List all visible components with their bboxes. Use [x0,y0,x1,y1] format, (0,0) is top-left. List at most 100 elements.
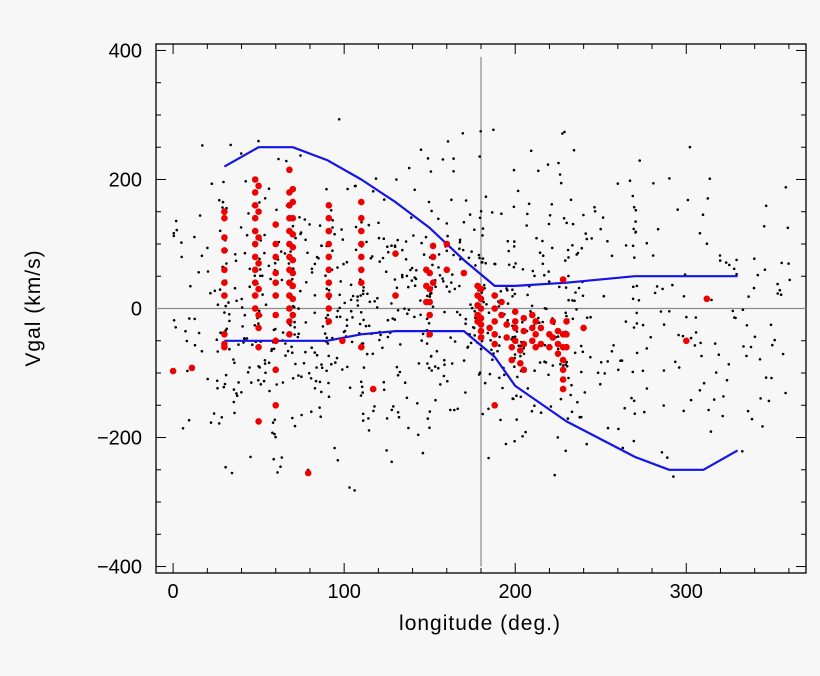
field-star-point [354,248,358,252]
field-star-point [632,285,635,289]
field-star-point [241,325,244,328]
field-star-point [318,224,322,227]
field-star-point [745,354,748,358]
field-star-point [427,200,431,204]
highlight-point [188,364,196,372]
field-star-point [349,309,353,313]
field-star-point [285,159,288,163]
y-tick-label: 0 [131,299,142,321]
highlight-point [221,247,228,254]
highlight-point [325,305,333,312]
field-star-point [593,205,596,209]
field-star-point [467,256,471,260]
field-star-point [585,316,589,320]
field-star-point [313,311,317,315]
field-star-point [561,364,565,367]
field-star-point [567,274,570,278]
field-star-point [200,254,204,258]
field-star-point [404,240,408,243]
field-star-point [291,377,295,380]
field-star-point [620,359,624,362]
field-star-point [767,399,771,403]
field-star-point [499,290,503,293]
highlight-point [221,208,228,215]
field-star-point [374,177,378,180]
field-star-point [351,316,354,319]
field-star-point [429,170,433,173]
highlight-point [580,324,587,332]
highlight-point [477,295,485,303]
field-star-point [284,354,287,357]
highlight-point [289,282,297,290]
highlight-point [529,337,536,345]
field-star-point [698,231,702,235]
field-star-point [362,286,365,289]
field-star-point [259,274,262,278]
field-star-point [267,187,271,190]
field-star-point [666,456,669,459]
field-star-point [571,317,575,321]
field-star-point [412,234,415,237]
highlight-point [272,311,280,319]
field-star-point [662,323,666,326]
field-star-point [694,331,698,334]
highlight-point [169,367,177,375]
highlight-point [251,214,259,222]
field-star-point [576,400,579,404]
field-star-point [566,417,570,420]
field-star-point [464,322,467,326]
field-star-point [248,267,252,271]
field-star-point [631,370,635,374]
highlight-point [532,331,539,338]
field-star-point [577,286,581,290]
field-star-point [276,471,279,474]
field-star-point [313,351,317,354]
field-star-point [187,418,191,422]
field-star-point [602,294,606,298]
field-star-point [631,244,635,248]
field-star-point [413,315,416,319]
highlight-point [255,324,262,332]
field-star-point [232,388,236,391]
field-star-point [455,310,459,314]
field-star-point [401,275,404,279]
y-tick-label: 400 [109,40,142,62]
field-star-point [547,373,550,377]
highlight-point [251,266,259,274]
field-star-point [450,362,454,365]
field-star-point [506,239,510,243]
field-star-point [413,188,417,192]
field-star-point [216,350,219,353]
field-star-point [419,313,422,317]
field-star-point [359,294,363,297]
field-star-point [547,280,551,283]
field-star-point [580,246,584,250]
highlight-point [559,385,567,393]
field-star-point [565,221,568,225]
field-star-point [227,301,230,304]
field-star-point [359,380,363,384]
field-star-point [700,354,703,358]
field-star-point [428,426,431,430]
field-star-point [198,214,202,217]
field-star-point [547,222,551,226]
field-star-point [395,365,399,369]
field-star-point [320,363,323,366]
highlight-point [511,337,519,345]
highlight-point [429,242,437,250]
field-star-point [340,228,343,231]
field-star-point [268,389,271,393]
field-star-point [271,421,275,424]
field-star-point [362,366,366,369]
field-star-point [346,365,349,369]
highlight-point [255,182,262,190]
highlight-point [358,227,365,235]
field-star-point [431,305,435,309]
field-star-point [682,409,685,413]
highlight-point [491,402,499,409]
field-star-point [462,359,466,362]
field-star-point [379,333,382,337]
field-star-point [404,258,408,261]
field-star-point [589,355,592,359]
field-star-point [174,326,177,329]
